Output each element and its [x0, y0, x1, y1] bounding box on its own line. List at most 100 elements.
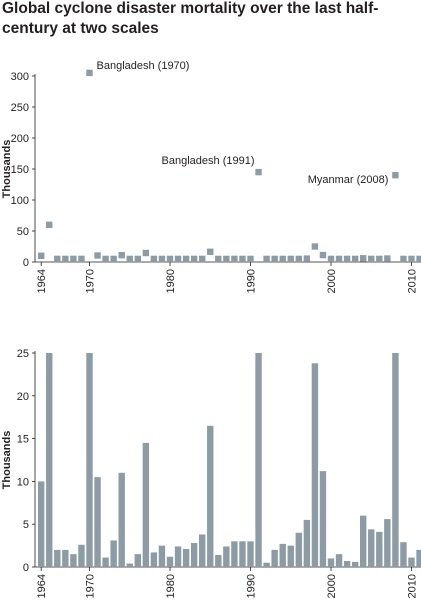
x-tick-label: 2000 — [326, 574, 338, 598]
y-axis-label: Thousands — [1, 140, 13, 199]
data-point — [126, 255, 133, 263]
data-point — [295, 255, 302, 263]
y-tick-label: 50 — [17, 226, 29, 238]
bar — [343, 561, 351, 567]
data-point — [239, 255, 246, 263]
bar — [247, 541, 254, 567]
x-tick-label: 1980 — [165, 269, 177, 293]
bar — [54, 549, 61, 567]
data-point — [46, 221, 53, 228]
data-point — [118, 251, 125, 259]
data-point — [94, 252, 101, 259]
data-point — [360, 255, 367, 262]
y-tick-label: 150 — [11, 164, 29, 176]
annotation-label: Myanmar (2008) — [308, 174, 389, 186]
data-point — [223, 255, 230, 263]
data-point — [102, 255, 109, 263]
bar — [46, 353, 53, 567]
data-point — [158, 255, 166, 263]
bar — [158, 545, 166, 567]
y-tick-label: 0 — [23, 257, 29, 269]
bar — [110, 540, 117, 567]
bar — [86, 353, 93, 567]
data-point — [62, 255, 69, 263]
data-point — [271, 255, 278, 263]
bar — [174, 546, 182, 567]
y-tick-label: 200 — [11, 133, 29, 145]
data-point — [327, 255, 335, 263]
data-point — [182, 255, 190, 263]
bar — [351, 561, 359, 567]
data-point — [86, 69, 93, 77]
data-point — [319, 251, 327, 259]
x-tick-label: 2010 — [407, 269, 419, 293]
data-point — [70, 255, 77, 263]
bar — [279, 543, 286, 567]
data-point — [78, 255, 85, 263]
bar — [118, 472, 125, 567]
data-point — [207, 248, 214, 255]
data-point — [343, 255, 351, 263]
bar — [134, 554, 141, 567]
data-point — [376, 255, 383, 263]
bar — [150, 552, 158, 567]
bar — [319, 471, 327, 567]
bar — [142, 442, 150, 567]
bar — [78, 544, 85, 567]
x-tick-label: 2010 — [407, 574, 419, 598]
annotation-label: Bangladesh (1970) — [97, 60, 190, 72]
x-tick-label: 1970 — [85, 574, 97, 598]
bar — [335, 554, 343, 567]
bar — [38, 481, 45, 567]
data-point — [335, 255, 343, 263]
data-point — [392, 172, 399, 179]
y-tick-label: 100 — [11, 195, 29, 207]
data-point — [279, 255, 286, 263]
bar — [255, 353, 262, 567]
data-point — [142, 249, 150, 257]
data-point — [287, 255, 294, 263]
data-point — [384, 255, 391, 262]
bar — [400, 542, 407, 567]
data-point — [231, 255, 238, 263]
bar — [126, 563, 133, 567]
x-tick-label: 1970 — [85, 269, 97, 293]
bar — [215, 555, 222, 567]
data-point — [416, 255, 421, 263]
y-tick-label: 15 — [17, 434, 29, 446]
data-point — [38, 252, 45, 259]
y-tick-label: 10 — [17, 476, 29, 488]
y-tick-label: 250 — [11, 102, 29, 114]
y-tick-label: 0 — [23, 562, 29, 574]
data-point — [303, 255, 311, 262]
data-point — [263, 255, 270, 263]
bar — [199, 534, 206, 567]
bar — [166, 556, 174, 567]
top-chart-full-scale: 0 50 100 150 200 250 300 Thousands 1964 1970 1980 1… — [1, 60, 421, 293]
bar — [368, 529, 375, 567]
bar — [62, 549, 69, 567]
bar — [384, 519, 391, 567]
x-tick-label: 1980 — [165, 574, 177, 598]
bar — [416, 549, 421, 567]
y-tick-label: 25 — [17, 348, 29, 360]
x-tick-label: 1990 — [246, 574, 258, 598]
x-tick-label: 1964 — [36, 574, 48, 598]
bar — [392, 353, 399, 567]
bottom-chart-zoomed-scale: 0 5 10 15 20 25 Thousands 1964 1970 1980 1990 2000 2… — [1, 348, 421, 598]
x-tick-label: 2000 — [326, 269, 338, 293]
data-point — [150, 255, 158, 263]
data-point — [199, 255, 206, 263]
bar — [94, 477, 101, 567]
bar — [303, 519, 311, 567]
bar — [207, 425, 214, 567]
data-point — [166, 255, 174, 263]
bar — [408, 557, 415, 567]
y-tick-label: 5 — [23, 519, 29, 531]
bar — [263, 562, 270, 567]
data-point — [54, 255, 61, 263]
x-tick-label: 1990 — [246, 269, 258, 293]
y-tick-label: 300 — [11, 71, 29, 83]
bar — [102, 557, 109, 567]
